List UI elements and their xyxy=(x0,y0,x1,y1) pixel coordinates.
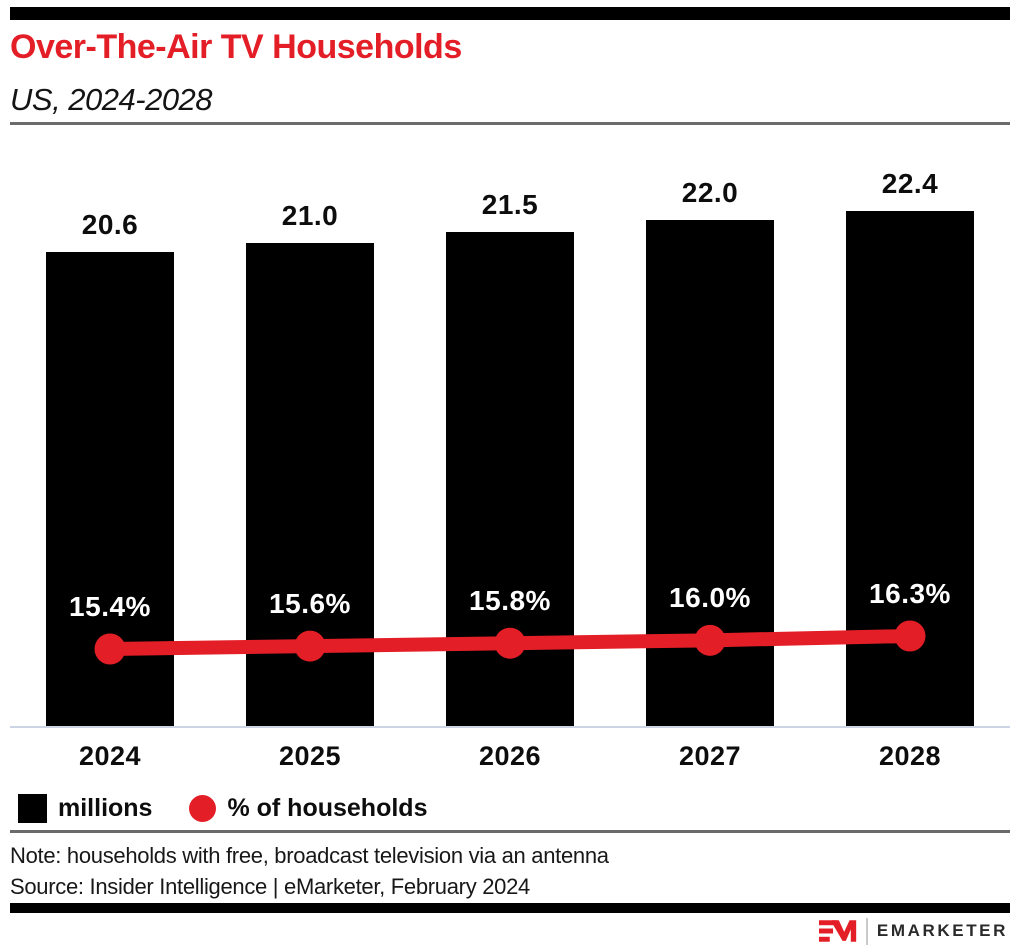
legend: millions % of households xyxy=(18,792,427,824)
bar-value-label-2028: 22.4 xyxy=(881,167,939,199)
header-divider xyxy=(10,122,1010,125)
x-axis-label-2027: 2027 xyxy=(678,741,742,771)
legend-divider xyxy=(10,830,1010,833)
x-axis-label-2025: 2025 xyxy=(278,741,342,771)
bar-2028 xyxy=(846,210,974,726)
line-value-label-2028: 16.3% xyxy=(869,578,951,609)
x-axis-line xyxy=(10,726,1010,728)
bar-2027 xyxy=(646,220,774,726)
bar-value-label-2024: 20.6 xyxy=(81,209,139,241)
bar-2024 xyxy=(46,252,174,726)
legend-swatch-millions xyxy=(18,793,47,823)
chart-subtitle: US, 2024-2028 xyxy=(10,82,213,117)
chart-title: Over-The-Air TV Households xyxy=(10,28,462,66)
emarketer-logo-mark-icon xyxy=(818,920,857,942)
line-value-label-2024: 15.4% xyxy=(69,591,151,622)
x-axis-label-2028: 2028 xyxy=(878,741,942,771)
bar-2026 xyxy=(446,231,574,726)
logo-wordmark: EMARKETER xyxy=(876,921,1008,940)
note-text: Note: households with free, broadcast te… xyxy=(10,843,609,868)
line-value-label-2025: 15.6% xyxy=(269,588,351,620)
bar-value-label-2027: 22.0 xyxy=(681,177,739,208)
emarketer-logo: EMARKETER xyxy=(818,916,1008,946)
line-value-label-2026: 15.8% xyxy=(469,585,551,617)
top-rule xyxy=(10,7,1010,20)
legend-label-millions: millions xyxy=(58,793,153,822)
bottom-rule xyxy=(10,903,1010,913)
bar-2025 xyxy=(246,243,374,726)
x-axis-label-2026: 2026 xyxy=(478,741,542,771)
logo-separator xyxy=(865,917,868,945)
bar-value-label-2025: 21.0 xyxy=(281,200,339,231)
line-value-label-2027: 16.0% xyxy=(669,582,751,614)
legend-swatch-pct-of-households xyxy=(189,794,217,822)
bar-value-label-2026: 21.5 xyxy=(481,188,539,220)
x-axis-label-2024: 2024 xyxy=(78,741,142,771)
legend-label-pct-of-households: % of households xyxy=(227,793,428,822)
source-text: Source: Insider Intelligence | eMarketer… xyxy=(10,874,530,899)
